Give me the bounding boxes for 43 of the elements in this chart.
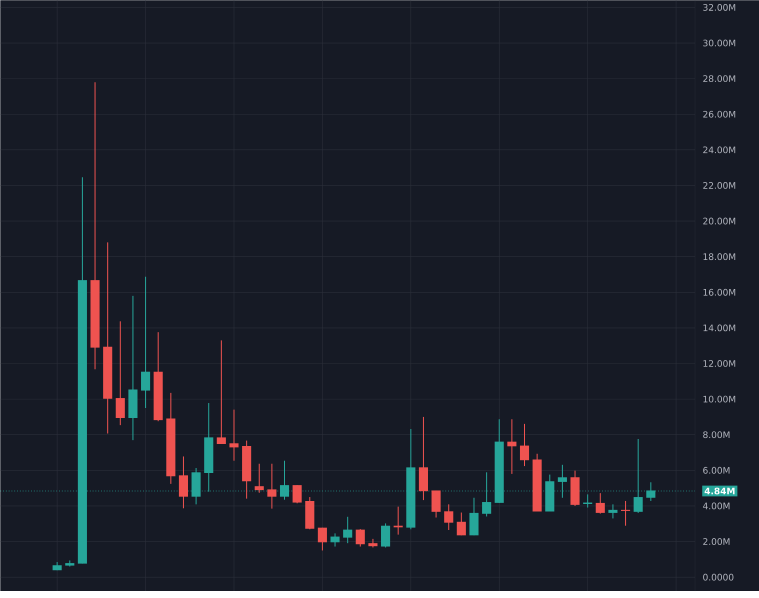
y-tick-label: 16.00M bbox=[704, 288, 736, 296]
ref-line-label: 4.84M bbox=[704, 488, 735, 494]
candlestick bbox=[507, 418, 516, 474]
candlestick bbox=[444, 504, 454, 531]
candlestick bbox=[608, 504, 618, 519]
candlestick bbox=[596, 492, 605, 514]
candlestick bbox=[292, 484, 302, 504]
candlestick bbox=[621, 500, 630, 526]
candlestick bbox=[318, 527, 327, 551]
candlestick bbox=[394, 506, 403, 536]
y-tick-label: 22.00M bbox=[703, 182, 736, 189]
candlestick bbox=[178, 456, 188, 509]
y-tick-label: 30.00M bbox=[703, 40, 736, 46]
candlestick bbox=[141, 276, 150, 409]
y-tick-label: 6.00M bbox=[703, 466, 730, 474]
y-tick-label: 20.00M bbox=[703, 218, 736, 225]
candlestick bbox=[116, 320, 125, 426]
candlestick bbox=[583, 494, 592, 508]
y-tick-label: 0.0000 bbox=[703, 574, 734, 581]
candlestick bbox=[343, 516, 352, 544]
candlestick bbox=[229, 409, 239, 462]
y-tick-label: 28.00M bbox=[703, 75, 736, 82]
candlestick bbox=[381, 522, 390, 548]
candlestick bbox=[432, 490, 441, 518]
y-tick-label: 12.00M bbox=[704, 360, 736, 367]
y-tick-label: 4.00M bbox=[702, 502, 730, 510]
candlestick bbox=[469, 497, 479, 536]
candlestick bbox=[216, 340, 226, 445]
y-tick-label: 10.00M bbox=[704, 396, 736, 403]
candlestick bbox=[418, 416, 428, 501]
candlestick bbox=[456, 512, 466, 536]
candlestick bbox=[520, 423, 530, 467]
candlestick bbox=[356, 528, 365, 548]
y-tick-label: 18.00M bbox=[704, 253, 736, 260]
y-tick-label: 2.00M bbox=[703, 538, 730, 545]
candlestick bbox=[267, 463, 276, 510]
y-tick-label: 26.00M bbox=[703, 110, 736, 118]
y-tick-label: 32.00M bbox=[703, 4, 736, 11]
y-tick-label: 24.00M bbox=[703, 146, 736, 154]
candlestick bbox=[254, 463, 264, 494]
y-tick-label: 14.00M bbox=[704, 324, 736, 332]
y-tick-label: 8.00M bbox=[703, 431, 730, 438]
candlestick bbox=[330, 532, 340, 548]
